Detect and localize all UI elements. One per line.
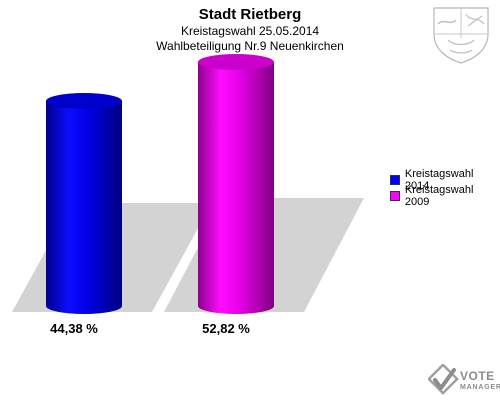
logo-subword: MANAGER: [460, 384, 500, 391]
bar-2-value-label: 52,82 %: [202, 321, 250, 336]
vote-manager-logo: VOTE MANAGER: [460, 369, 500, 393]
legend-swatch-2009: [390, 191, 400, 201]
legend-item-2014: Kreistagswahl 2014: [390, 168, 500, 192]
logo-word: VOTE: [460, 369, 495, 383]
bar-1-value-label: 44,38 %: [50, 321, 98, 336]
bar-1-body: [46, 101, 122, 314]
bar-1-top: [46, 93, 122, 109]
nrw-coat-of-arms-icon: [433, 7, 489, 64]
chart-subtitle-2: Wahlbeteiligung Nr.9 Neuenkirchen: [156, 39, 344, 53]
chart-titles: Stadt Rietberg Kreistagswahl 25.05.2014 …: [0, 6, 500, 54]
legend-label-2014: Kreistagswahl 2014: [404, 168, 474, 192]
chart-title: Stadt Rietberg: [198, 6, 302, 23]
bar-2-body: [198, 62, 274, 314]
legend-item-2009: Kreistagswahl 2009: [390, 184, 500, 208]
bar-2-top: [198, 54, 274, 71]
chart-subtitle: Kreistagswahl 25.05.2014: [180, 24, 320, 38]
legend-label-2009: Kreistagswahl 2009: [404, 184, 474, 208]
legend-swatch-2014: [390, 175, 400, 185]
chart-legend: Kreistagswahl 2014 Kreistagswahl 2009: [390, 168, 500, 208]
vote-manager-logo-icon: [428, 364, 459, 395]
